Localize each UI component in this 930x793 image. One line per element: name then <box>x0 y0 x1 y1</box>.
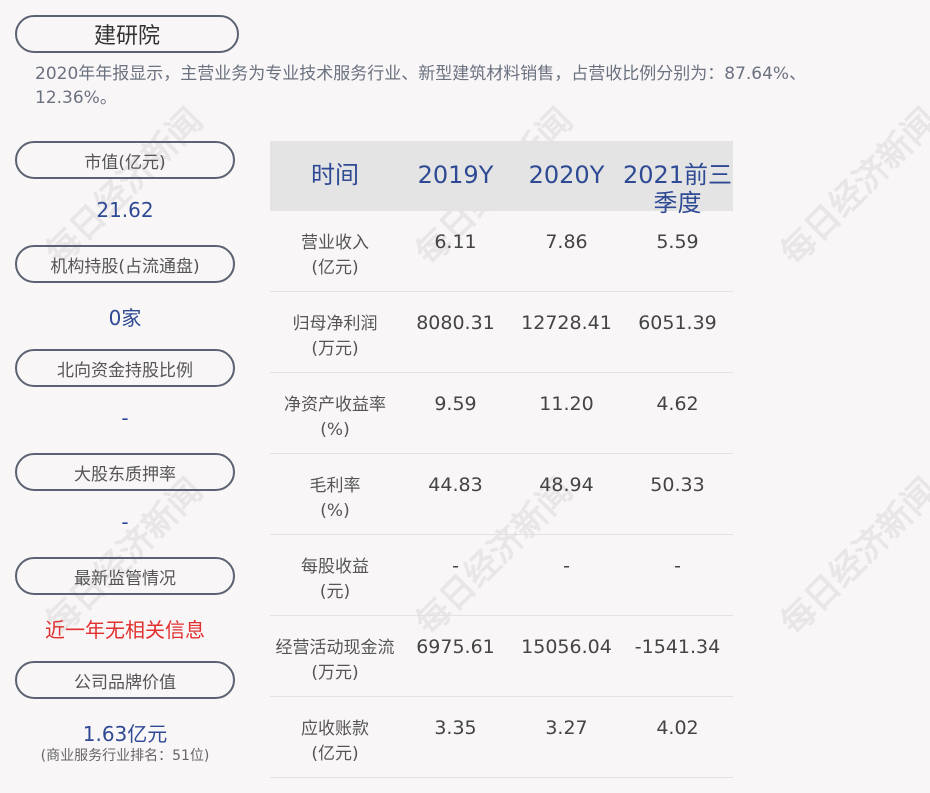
metric-value-pledge: - <box>121 510 129 534</box>
header-2019: 2019Y <box>417 161 494 189</box>
table-cell: 7.86 <box>545 231 588 253</box>
metric-value-institutional: 0家 <box>108 306 142 330</box>
table-cell: - <box>563 555 570 577</box>
table-row: 毛利率 (%) 44.83 48.94 50.33 <box>270 454 733 535</box>
metric-label-brand: 公司品牌价值 <box>15 661 235 699</box>
table-cell: 6975.61 <box>416 636 495 658</box>
row-label-name: 净资产收益率 <box>284 395 386 415</box>
row-label: 营业收入 (亿元) <box>270 231 400 281</box>
row-label-name: 应收账款 <box>301 719 369 739</box>
row-label: 每股收益 (元) <box>270 555 400 605</box>
table-cell: 6.11 <box>434 231 477 253</box>
table-cell: 3.27 <box>545 717 588 739</box>
table-cell: 4.02 <box>656 717 699 739</box>
metric-note-brand: (商业服务行业排名：51位) <box>40 748 210 764</box>
table-cell: 12728.41 <box>521 312 612 334</box>
metric-value-regulation: 近一年无相关信息 <box>45 618 205 642</box>
table-cell: 50.33 <box>650 474 705 496</box>
row-label: 应收账款 (亿元) <box>270 717 400 767</box>
header-2021q3: 2021前三季度 <box>622 161 733 217</box>
metric-value-brand: 1.63亿元 <box>82 722 168 746</box>
watermark: 每日经济新闻 <box>773 100 930 274</box>
metric-label-regulation: 最新监管情况 <box>15 557 235 595</box>
row-label-unit: (亿元) <box>311 258 359 278</box>
row-label-name: 每股收益 <box>301 557 369 577</box>
metric-label-institutional: 机构持股(占流通盘) <box>15 245 235 283</box>
row-label-unit: (元) <box>319 582 351 602</box>
table-cell: 5.59 <box>656 231 699 253</box>
business-description: 2020年年报显示，主营业务为专业技术服务行业、新型建筑材料销售，占营收比例分别… <box>35 64 807 108</box>
table-cell: 48.94 <box>539 474 594 496</box>
table-header: 时间 2019Y 2020Y 2021前三季度 <box>270 141 733 217</box>
row-label-unit: (亿元) <box>311 744 359 764</box>
row-label: 归母净利润 (万元) <box>270 312 400 362</box>
row-label-name: 经营活动现金流 <box>275 638 395 658</box>
table-cell: -1541.34 <box>634 636 721 658</box>
metric-label-pledge: 大股东质押率 <box>15 453 235 491</box>
table-row: 应收账款 (亿元) 3.35 3.27 4.02 <box>270 697 733 778</box>
row-label-unit: (万元) <box>311 663 359 683</box>
table-cell: 4.62 <box>656 393 699 415</box>
table-row: 每股收益 (元) - - - <box>270 535 733 616</box>
metric-value-market-cap: 21.62 <box>96 198 154 222</box>
row-label-unit: (%) <box>320 420 350 440</box>
table-row: 净资产收益率 (%) 9.59 11.20 4.62 <box>270 373 733 454</box>
metric-label-northbound: 北向资金持股比例 <box>15 349 235 387</box>
financial-table: 时间 2019Y 2020Y 2021前三季度 营业收入 (亿元) 6.11 7.86… <box>270 141 733 778</box>
row-label-name: 归母净利润 <box>292 314 378 334</box>
table-cell: - <box>452 555 459 577</box>
row-label: 毛利率 (%) <box>270 474 400 524</box>
table-cell: 6051.39 <box>638 312 717 334</box>
table-cell: 9.59 <box>434 393 477 415</box>
table-cell: 44.83 <box>428 474 483 496</box>
watermark: 每日经济新闻 <box>773 470 930 644</box>
header-2020: 2020Y <box>528 161 605 189</box>
company-title: 建研院 <box>15 15 239 53</box>
header-time: 时间 <box>311 161 359 189</box>
table-cell: 8080.31 <box>416 312 495 334</box>
metric-label-market-cap: 市值(亿元) <box>15 141 235 179</box>
table-row: 经营活动现金流 (万元) 6975.61 15056.04 -1541.34 <box>270 616 733 697</box>
table-cell: - <box>674 555 681 577</box>
table-cell: 3.35 <box>434 717 477 739</box>
row-label: 净资产收益率 (%) <box>270 393 400 443</box>
table-row: 归母净利润 (万元) 8080.31 12728.41 6051.39 <box>270 292 733 373</box>
row-label: 经营活动现金流 (万元) <box>270 636 400 686</box>
row-label-unit: (万元) <box>311 339 359 359</box>
metric-value-northbound: - <box>121 406 129 430</box>
table-cell: 11.20 <box>539 393 594 415</box>
table-row: 营业收入 (亿元) 6.11 7.86 5.59 <box>270 211 733 292</box>
row-label-name: 营业收入 <box>301 233 369 253</box>
row-label-unit: (%) <box>320 501 350 521</box>
table-cell: 15056.04 <box>521 636 612 658</box>
row-label-name: 毛利率 <box>309 476 361 496</box>
